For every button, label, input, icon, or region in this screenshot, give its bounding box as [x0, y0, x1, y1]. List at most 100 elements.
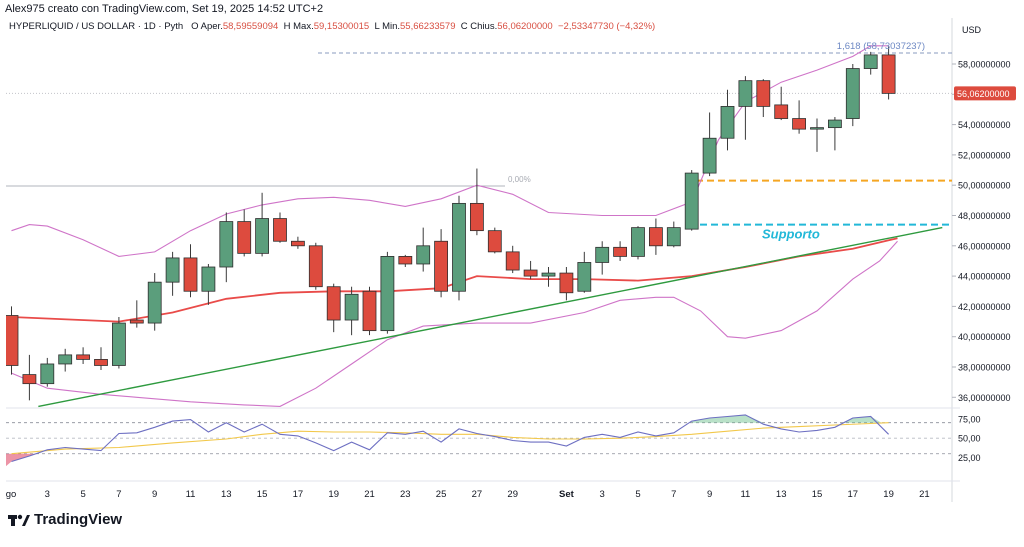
candle — [756, 79, 771, 118]
candle — [237, 209, 252, 257]
candle-body — [326, 286, 341, 321]
rsi-tick-label: 75,00 — [958, 414, 981, 424]
candle-body — [344, 293, 359, 321]
main-pane — [6, 52, 952, 226]
candle-body — [40, 363, 55, 385]
candle-body — [165, 257, 180, 283]
price-tick-label: 48,00000000 — [958, 211, 1011, 221]
candle-body — [684, 172, 699, 230]
tradingview-logo[interactable]: TradingView — [8, 511, 122, 528]
price-tick-label: 54,00000000 — [958, 120, 1011, 130]
candle-body — [577, 262, 592, 292]
time-tick-label: 17 — [848, 489, 859, 500]
candle — [828, 117, 842, 151]
candle — [702, 112, 717, 177]
candle-body — [469, 202, 484, 232]
time-tick-label: 17 — [293, 489, 304, 500]
price-tick-label: 44,00000000 — [958, 272, 1011, 282]
time-tick-label: 9 — [707, 489, 712, 500]
instrument-legend: HYPERLIQUID / US DOLLAR · 1D · Pyth O Ap… — [9, 21, 655, 32]
time-tick-label: 27 — [472, 489, 483, 500]
candle-body — [541, 272, 556, 277]
candle-body — [702, 137, 717, 174]
candle — [201, 263, 216, 305]
candle — [792, 100, 806, 134]
price-tick-label: 52,00000000 — [958, 150, 1011, 160]
price-tick-label: 38,00000000 — [958, 363, 1011, 373]
candle — [595, 241, 610, 275]
candle — [40, 357, 55, 387]
candle — [129, 300, 144, 328]
candle — [94, 347, 108, 371]
candle — [541, 267, 556, 287]
candle-body — [380, 256, 395, 332]
tradingview-logo-text: TradingView — [34, 511, 123, 528]
candle — [76, 347, 90, 364]
candle — [881, 46, 896, 100]
candle-body — [613, 246, 627, 257]
open-value: 58,59559094 — [222, 21, 279, 32]
time-tick-label: 21 — [364, 489, 375, 500]
instrument-name: HYPERLIQUID / US DOLLAR · 1D · Pyth — [9, 21, 184, 32]
candle-body — [22, 374, 37, 385]
time-tick-label: 21 — [919, 489, 930, 500]
candle — [434, 229, 449, 298]
price-axis-currency: USD — [962, 25, 982, 35]
time-tick-label: 9 — [152, 489, 157, 500]
time-tick-label: 23 — [400, 489, 411, 500]
candle — [22, 354, 37, 401]
rsi-oversold-fill — [6, 453, 37, 467]
candle — [165, 251, 180, 296]
candle-body — [505, 251, 520, 271]
candle — [559, 267, 574, 301]
time-tick-label: 25 — [436, 489, 447, 500]
candle-body — [828, 119, 842, 129]
price-tick-label: 40,00000000 — [958, 332, 1011, 342]
candle — [398, 254, 413, 268]
close-label: C — [460, 21, 468, 32]
candle — [58, 348, 73, 372]
candle — [720, 89, 735, 151]
fib-1618-label: 1,618 (58,73037237) — [837, 41, 925, 52]
candle — [380, 251, 395, 334]
candle — [273, 212, 287, 243]
time-tick-label: 5 — [80, 489, 85, 500]
candle-body — [523, 269, 538, 277]
candle — [219, 212, 234, 283]
low-label: L — [374, 21, 380, 32]
time-tick-label: 5 — [635, 489, 640, 500]
last-price-tag — [954, 86, 1016, 101]
bollinger-lower-band — [11, 240, 898, 407]
low-text: Min. — [382, 21, 401, 32]
high-value: 59,15300015 — [313, 21, 370, 32]
rsi-tick-label: 25,00 — [958, 453, 981, 463]
rsi-line — [11, 414, 889, 463]
candle — [666, 221, 681, 248]
time-tick-label: Set — [559, 489, 575, 500]
candle — [738, 76, 753, 140]
candle-body — [58, 354, 73, 365]
candle-body — [362, 290, 377, 332]
candle-body — [559, 272, 574, 294]
time-tick-label: 19 — [883, 489, 894, 500]
candle — [631, 226, 645, 260]
time-tick-label: 13 — [221, 489, 232, 500]
candle — [112, 317, 126, 369]
candle-body — [94, 359, 108, 366]
candle-body — [631, 227, 645, 257]
high-text: Max. — [293, 21, 314, 32]
candle — [344, 286, 359, 336]
rsi-tick-label: 50,00 — [958, 434, 981, 444]
candle-body — [845, 68, 860, 119]
close-value: 56,06200000 — [497, 21, 553, 32]
candle-body — [183, 257, 198, 292]
last-price-tag-label: 56,06200000 — [957, 89, 1010, 99]
open-label: O — [191, 21, 199, 32]
trendline — [38, 226, 943, 408]
candle — [290, 236, 305, 249]
time-tick-label: 19 — [328, 489, 339, 500]
candle — [649, 218, 663, 255]
candle — [577, 251, 592, 293]
